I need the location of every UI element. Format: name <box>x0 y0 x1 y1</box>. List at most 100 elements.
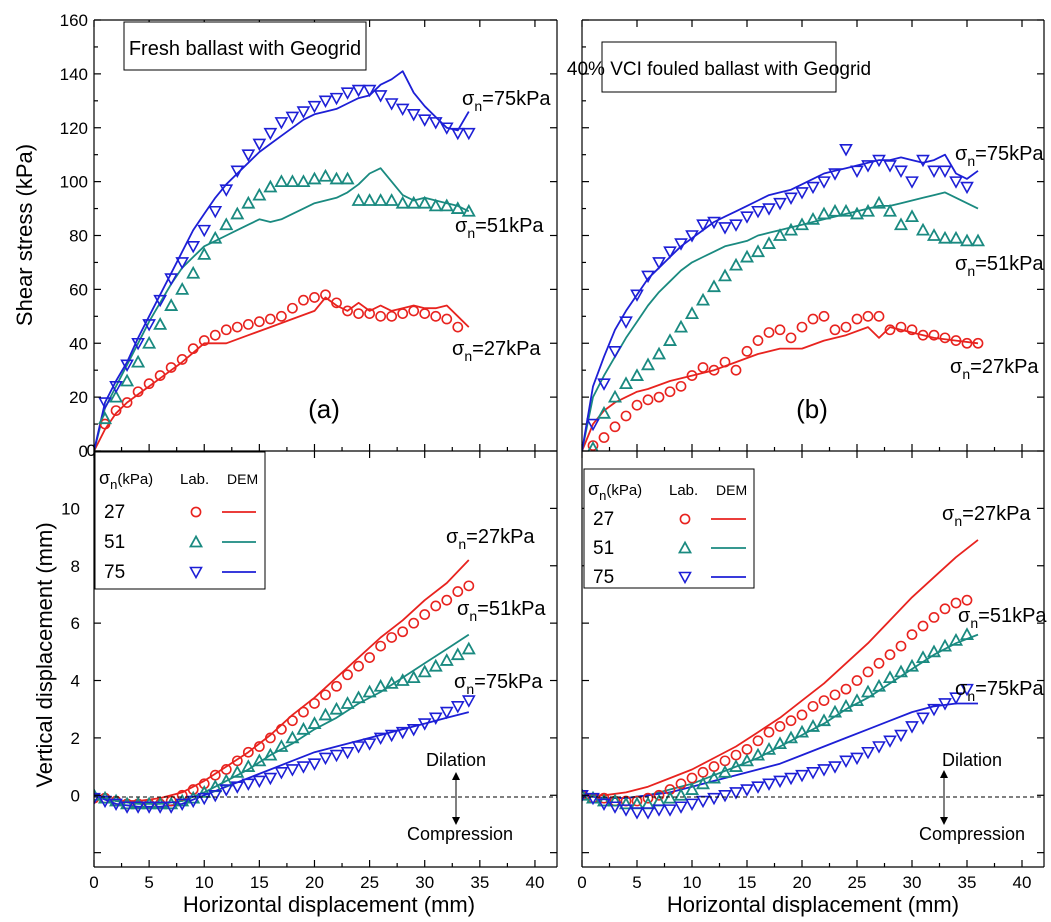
a-shear-s51-lab-point <box>395 195 410 209</box>
a-vertical-s75-lab-point <box>406 723 421 737</box>
a-shear-s51-lab-point <box>131 354 146 368</box>
b-vertical-s75-lab-point <box>652 804 666 817</box>
a-vertical-s51-lab-point <box>439 653 454 666</box>
a-vertical-s75-lab-point <box>164 801 179 814</box>
legend-box-a <box>94 451 266 590</box>
b-shear-s75-lab-point <box>696 219 710 232</box>
a-vertical-s51-lab-point <box>329 701 344 715</box>
ytick-label-vertical: 0 <box>71 786 80 805</box>
b-shear-s51-lab-point <box>838 203 854 217</box>
a-shear-s27-lab-point <box>220 324 232 336</box>
a-vertical-s51-lab-point <box>252 753 267 767</box>
b-vertical-s75-lab-point <box>597 798 611 812</box>
dilation-arrowhead-b <box>940 770 948 778</box>
b-shear-s75-lab-point <box>828 168 842 181</box>
a-shear-s75-lab-point <box>219 184 234 197</box>
xtick-label-b: 20 <box>793 873 812 892</box>
title-box-a <box>123 21 367 71</box>
a-vertical-s75-lab-point <box>252 775 267 789</box>
a-vertical-s27-lab-point <box>298 706 309 718</box>
b-shear-s27-lab-point <box>730 364 742 376</box>
a-shear-s27-lab-point <box>231 321 243 333</box>
b-vertical-s75-lab-point <box>674 801 688 814</box>
b-vertical-s75-lab-point <box>938 698 952 711</box>
annotation-b-vert-51: σn=51kPa <box>958 605 1047 631</box>
xtick-label-a: 30 <box>415 873 434 892</box>
title-box-b-text: 40% VCI fouled ballast with Geogrid <box>567 59 871 80</box>
ytick-label-shear: 100 <box>60 173 88 192</box>
b-vertical-s51-lab-point <box>926 644 942 658</box>
a-vertical-s75-lab-point <box>142 801 156 814</box>
b-vertical-s51-lab-point <box>838 698 854 712</box>
a-vertical-s27-lab-point <box>375 640 387 652</box>
a-shear-s27-lab-point <box>364 308 375 320</box>
xtick-label-a: 0 <box>89 873 98 892</box>
b-shear-s27-lab-point <box>906 324 918 336</box>
a-vertical-s51-lab-point <box>120 796 135 810</box>
a-vertical-s75-lab-point <box>131 801 145 814</box>
a-vertical-s75-lab-point <box>428 712 443 725</box>
b-vertical-s75-lab-point <box>960 683 974 697</box>
b-shear-s27-lab-point <box>752 335 764 346</box>
a-shear-s27-lab-point <box>309 292 320 303</box>
a-shear-s51-lab-point <box>406 195 421 209</box>
a-shear-s51-lab-point <box>252 187 267 201</box>
a-vertical-s27-lab-point <box>430 600 442 612</box>
a-shear-s27-lab-point <box>276 310 287 322</box>
b-vertical-s51-lab-point <box>882 670 898 684</box>
b-shear-s75-lab-point <box>652 257 666 270</box>
a-vertical-s27-lab-point <box>264 732 276 744</box>
a-vertical-s75-lab-point <box>340 746 355 760</box>
legend-marker-s75 <box>189 566 203 580</box>
a-vertical-s51-lab-point <box>241 759 256 772</box>
a-shear-s27-lab-point <box>331 297 342 309</box>
b-shear-s75-lab-point <box>729 219 743 232</box>
a-vertical-s75-lab-point <box>461 695 476 708</box>
a-vertical-s51-lab-point <box>296 721 311 735</box>
b-vertical-s27-lab-point <box>741 743 753 755</box>
annotation-a-vert-51: σn=51kPa <box>457 598 546 624</box>
b-vertical-s51-lab-point <box>717 764 733 778</box>
b-vertical-s27-lab-point <box>851 675 863 686</box>
b-vertical-s75-lab-point <box>685 798 699 812</box>
b-vertical-s75-lab-point <box>762 778 776 791</box>
legend-a-header-dem: DEM <box>227 471 258 487</box>
a-shear-s75-lab-point <box>340 87 355 100</box>
b-shear-s51-lab-point <box>684 306 700 320</box>
dilation-label-b: Dilation <box>942 750 1002 770</box>
b-vertical-s27-lab-point <box>686 772 698 784</box>
a-shear-s75-lab-point <box>351 84 366 98</box>
legend-marker-s51 <box>188 534 204 548</box>
b-shear-s51-lab-point <box>915 222 931 236</box>
b-shear-s27-dem-line <box>582 326 979 451</box>
b-vertical-s51-lab-point <box>772 736 788 750</box>
b-vertical-s75-lab-point <box>894 729 908 743</box>
a-shear-s75-lab-point <box>362 84 377 98</box>
a-vertical-s51-lab-point <box>274 739 289 752</box>
a-vertical-s75-lab-point <box>153 801 167 814</box>
b-shear-s51-lab-point <box>970 233 986 247</box>
a-shear-s75-lab-point <box>164 273 179 286</box>
annotation-b-vert-27: σn=27kPa <box>942 503 1031 529</box>
b-shear-s51-lab-point <box>849 206 865 220</box>
b-shear-s51-lab-point <box>587 440 599 451</box>
y-axis-label-vertical: Vertical displacement (mm) <box>32 522 57 787</box>
a-vertical-s75-lab-point <box>98 795 112 809</box>
a-vertical-s75-lab-point <box>373 732 388 746</box>
xtick-label-b: 35 <box>958 873 977 892</box>
b-vertical-s27-lab-point <box>642 792 654 804</box>
legend-b-row-51: 51 <box>593 538 614 559</box>
a-shear-s75-lab-point <box>307 100 322 114</box>
b-vertical-s75-lab-point <box>608 801 622 814</box>
b-vertical-s51-lab-point <box>607 793 623 807</box>
b-shear-s27-lab-point <box>796 321 808 333</box>
xtick-label-b: 40 <box>1013 873 1032 892</box>
legend-a-row-51: 51 <box>104 532 125 553</box>
b-vertical-s27-lab-point <box>730 749 742 761</box>
b-shear-s75-lab-point <box>883 160 897 173</box>
a-shear-s75-lab-point <box>131 337 145 351</box>
a-shear-s75-lab-point <box>197 224 212 238</box>
b-vertical-s75-lab-point <box>850 752 864 766</box>
a-vertical-s27-lab-point <box>397 626 409 638</box>
compression-arrowhead-a <box>452 817 460 825</box>
